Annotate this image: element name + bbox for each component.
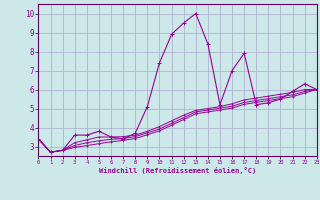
X-axis label: Windchill (Refroidissement éolien,°C): Windchill (Refroidissement éolien,°C): [99, 167, 256, 174]
